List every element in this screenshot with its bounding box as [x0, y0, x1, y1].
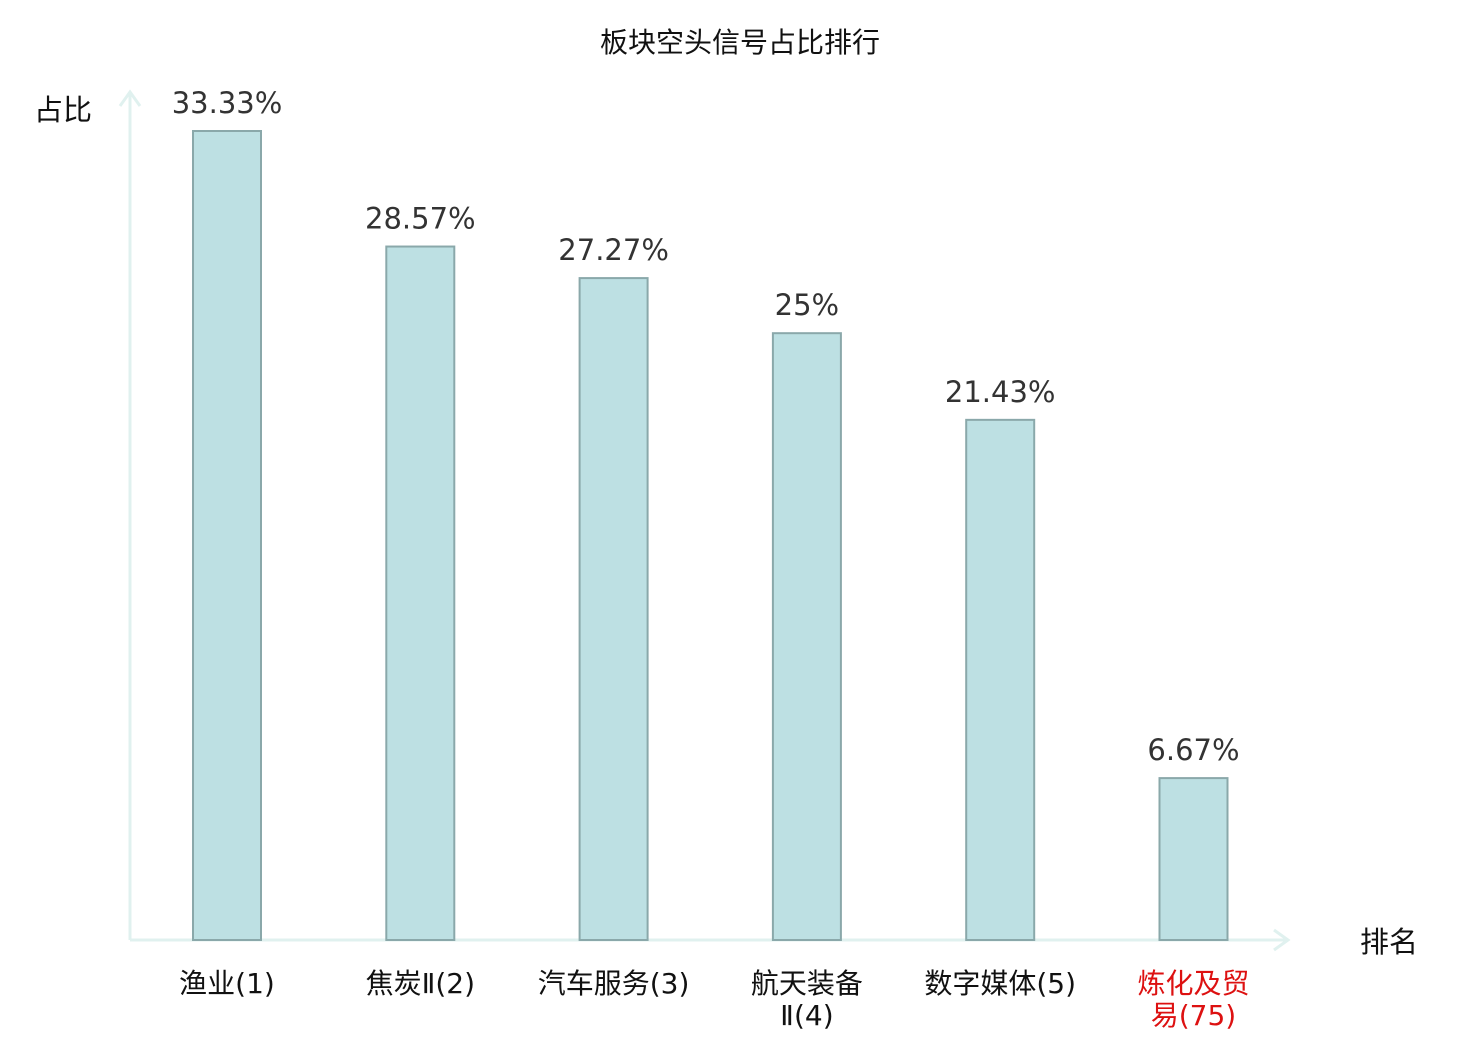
category-label: 渔业(1)	[179, 967, 275, 1000]
bar	[578, 277, 649, 942]
value-label: 33.33%	[172, 86, 283, 120]
category-label: 航天装备	[751, 967, 863, 1000]
bar	[771, 332, 842, 941]
x-axis-label: 排名	[1360, 925, 1418, 959]
chart-title: 板块空头信号占比排行	[600, 26, 880, 59]
bar	[965, 418, 1036, 942]
axes	[118, 89, 1291, 952]
value-labels-group: 33.33% 28.57% 27.27% 25% 21.43% 6.67%	[172, 86, 1240, 767]
category-label: 炼化及贸	[1137, 967, 1249, 1000]
y-axis-arrow	[118, 89, 142, 107]
bars-group	[192, 130, 1229, 942]
bar	[1158, 777, 1229, 941]
category-label: 汽车服务(3)	[538, 967, 690, 1000]
value-label: 21.43%	[945, 375, 1056, 409]
x-axis-arrow	[1273, 928, 1291, 952]
y-axis-label: 占比	[34, 93, 92, 127]
value-label: 25%	[775, 288, 839, 322]
value-label: 28.57%	[365, 202, 476, 236]
category-label: Ⅱ(4)	[780, 999, 833, 1032]
bar	[385, 245, 456, 942]
category-label: 数字媒体(5)	[924, 967, 1076, 1000]
bar	[192, 130, 262, 941]
category-label: 易(75)	[1151, 999, 1236, 1032]
value-label: 27.27%	[558, 233, 669, 267]
category-label: 焦炭Ⅱ(2)	[366, 967, 475, 1000]
value-label: 6.67%	[1147, 733, 1239, 767]
